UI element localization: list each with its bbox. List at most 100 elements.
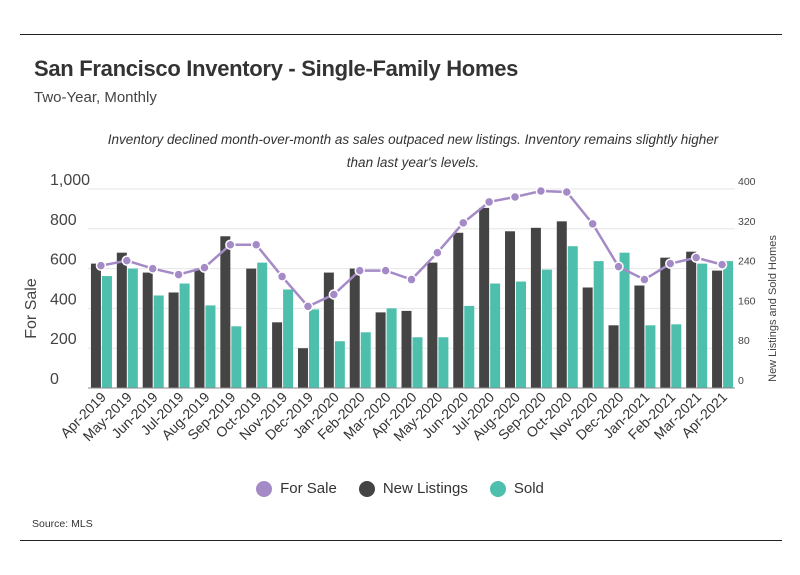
- bar-sold: [567, 246, 578, 388]
- bar-sold: [231, 326, 242, 388]
- legend-label-sold: Sold: [513, 480, 544, 497]
- bar-sold: [541, 269, 552, 388]
- bar-sold: [257, 262, 268, 388]
- y-tick-label-left: 800: [50, 212, 77, 229]
- legend-item-for-sale: For Sale: [256, 480, 337, 497]
- point-for-sale: [483, 196, 495, 208]
- y-tick-label-left: 400: [50, 291, 77, 308]
- point-for-sale: [276, 271, 288, 282]
- point-for-sale: [302, 301, 314, 312]
- bar-new-listings: [582, 287, 593, 388]
- y-tick-label-right: 0: [738, 375, 744, 387]
- y-tick-label-left: 200: [50, 331, 77, 348]
- legend: For Sale New Listings Sold: [0, 480, 800, 497]
- bar-sold: [438, 337, 449, 388]
- y-tick-label-left: 0: [50, 371, 59, 388]
- bar-new-listings: [116, 252, 127, 388]
- bar-new-listings: [660, 257, 671, 388]
- point-for-sale: [147, 263, 158, 274]
- point-for-sale: [173, 269, 184, 280]
- y-tick-label-left: 1,000: [50, 172, 90, 189]
- chart-title: San Francisco Inventory - Single-Family …: [34, 56, 519, 81]
- bar-new-listings: [712, 270, 723, 388]
- bar-sold: [360, 332, 371, 388]
- bar-sold: [283, 289, 294, 388]
- bar-sold: [153, 295, 164, 388]
- point-for-sale: [406, 274, 417, 285]
- y-tick-label-right: 240: [738, 256, 756, 268]
- bar-new-listings: [375, 312, 386, 388]
- bar-sold: [671, 324, 682, 388]
- chart-annotation: Inventory declined month-over-month as s…: [107, 132, 719, 170]
- y-tick-label-right: 400: [738, 176, 756, 188]
- bar-new-listings: [194, 268, 205, 388]
- y-tick-label-left: 600: [50, 252, 77, 269]
- legend-swatch-sold: [489, 480, 506, 497]
- point-for-sale: [587, 218, 598, 230]
- bar-new-listings: [530, 227, 541, 388]
- bar-new-listings: [686, 251, 697, 388]
- bar-sold: [490, 283, 501, 388]
- point-for-sale: [225, 239, 236, 250]
- point-for-sale: [380, 265, 391, 276]
- bar-new-listings: [634, 285, 645, 388]
- bar-sold: [412, 337, 423, 388]
- bar-sold: [697, 263, 708, 388]
- y-tick-label-right: 80: [738, 335, 750, 347]
- bar-new-listings: [246, 268, 257, 388]
- point-for-sale: [95, 260, 107, 271]
- bar-new-listings: [401, 310, 412, 388]
- bar-new-listings: [479, 207, 490, 388]
- bar-new-listings: [556, 221, 567, 388]
- chart-plot: 0 200 400 600 800 1,000 0 80 160 240 320 400 For Sal…: [23, 172, 779, 444]
- point-for-sale: [432, 247, 443, 258]
- bar-new-listings: [505, 231, 516, 388]
- bottom-rule: [20, 540, 782, 541]
- bar-sold: [645, 325, 656, 388]
- bar-new-listings: [427, 262, 438, 388]
- bar-sold: [334, 341, 345, 388]
- bar-sold: [619, 252, 630, 388]
- bar-sold: [516, 281, 527, 388]
- point-for-sale: [250, 239, 262, 250]
- bar-new-listings: [323, 272, 334, 388]
- bar-new-listings: [349, 268, 360, 388]
- point-for-sale: [199, 262, 210, 273]
- bar-new-listings: [297, 348, 308, 388]
- bar-new-listings: [272, 322, 283, 388]
- bar-new-listings: [142, 272, 153, 388]
- bar-new-listings: [220, 236, 231, 388]
- chart-subtitle: Two-Year, Monthly: [34, 89, 157, 106]
- legend-swatch-for-sale: [256, 480, 273, 497]
- y-tick-label-right: 320: [738, 216, 756, 228]
- y-axis-title-right: New Listings and Sold Homes: [767, 235, 779, 382]
- legend-label-for-sale: For Sale: [280, 480, 337, 497]
- point-for-sale: [665, 258, 676, 269]
- point-for-sale: [690, 252, 702, 263]
- bar-sold: [464, 305, 475, 388]
- top-rule: [20, 34, 782, 35]
- y-tick-label-right: 160: [738, 295, 756, 307]
- y-axis-title-left: For Sale: [23, 278, 40, 339]
- bar-sold: [593, 261, 604, 388]
- bar-sold: [101, 276, 112, 388]
- bar-sold: [723, 261, 734, 388]
- point-for-sale: [458, 217, 469, 229]
- bar-sold: [205, 305, 216, 388]
- bar-new-listings: [608, 325, 619, 388]
- point-for-sale: [561, 186, 573, 198]
- point-for-sale: [328, 289, 340, 300]
- bar-new-listings: [453, 232, 464, 388]
- legend-label-new-listings: New Listings: [382, 480, 468, 497]
- bar-sold: [179, 283, 190, 388]
- bar-sold: [127, 268, 138, 388]
- bar-new-listings: [90, 263, 101, 388]
- bar-sold: [386, 308, 397, 388]
- point-for-sale: [639, 274, 650, 285]
- point-for-sale: [509, 191, 521, 203]
- source-note: Source: MLS: [32, 518, 93, 530]
- point-for-sale: [121, 255, 133, 266]
- legend-item-new-listings: New Listings: [358, 480, 468, 497]
- bar-new-listings: [168, 292, 179, 388]
- point-for-sale: [354, 265, 365, 276]
